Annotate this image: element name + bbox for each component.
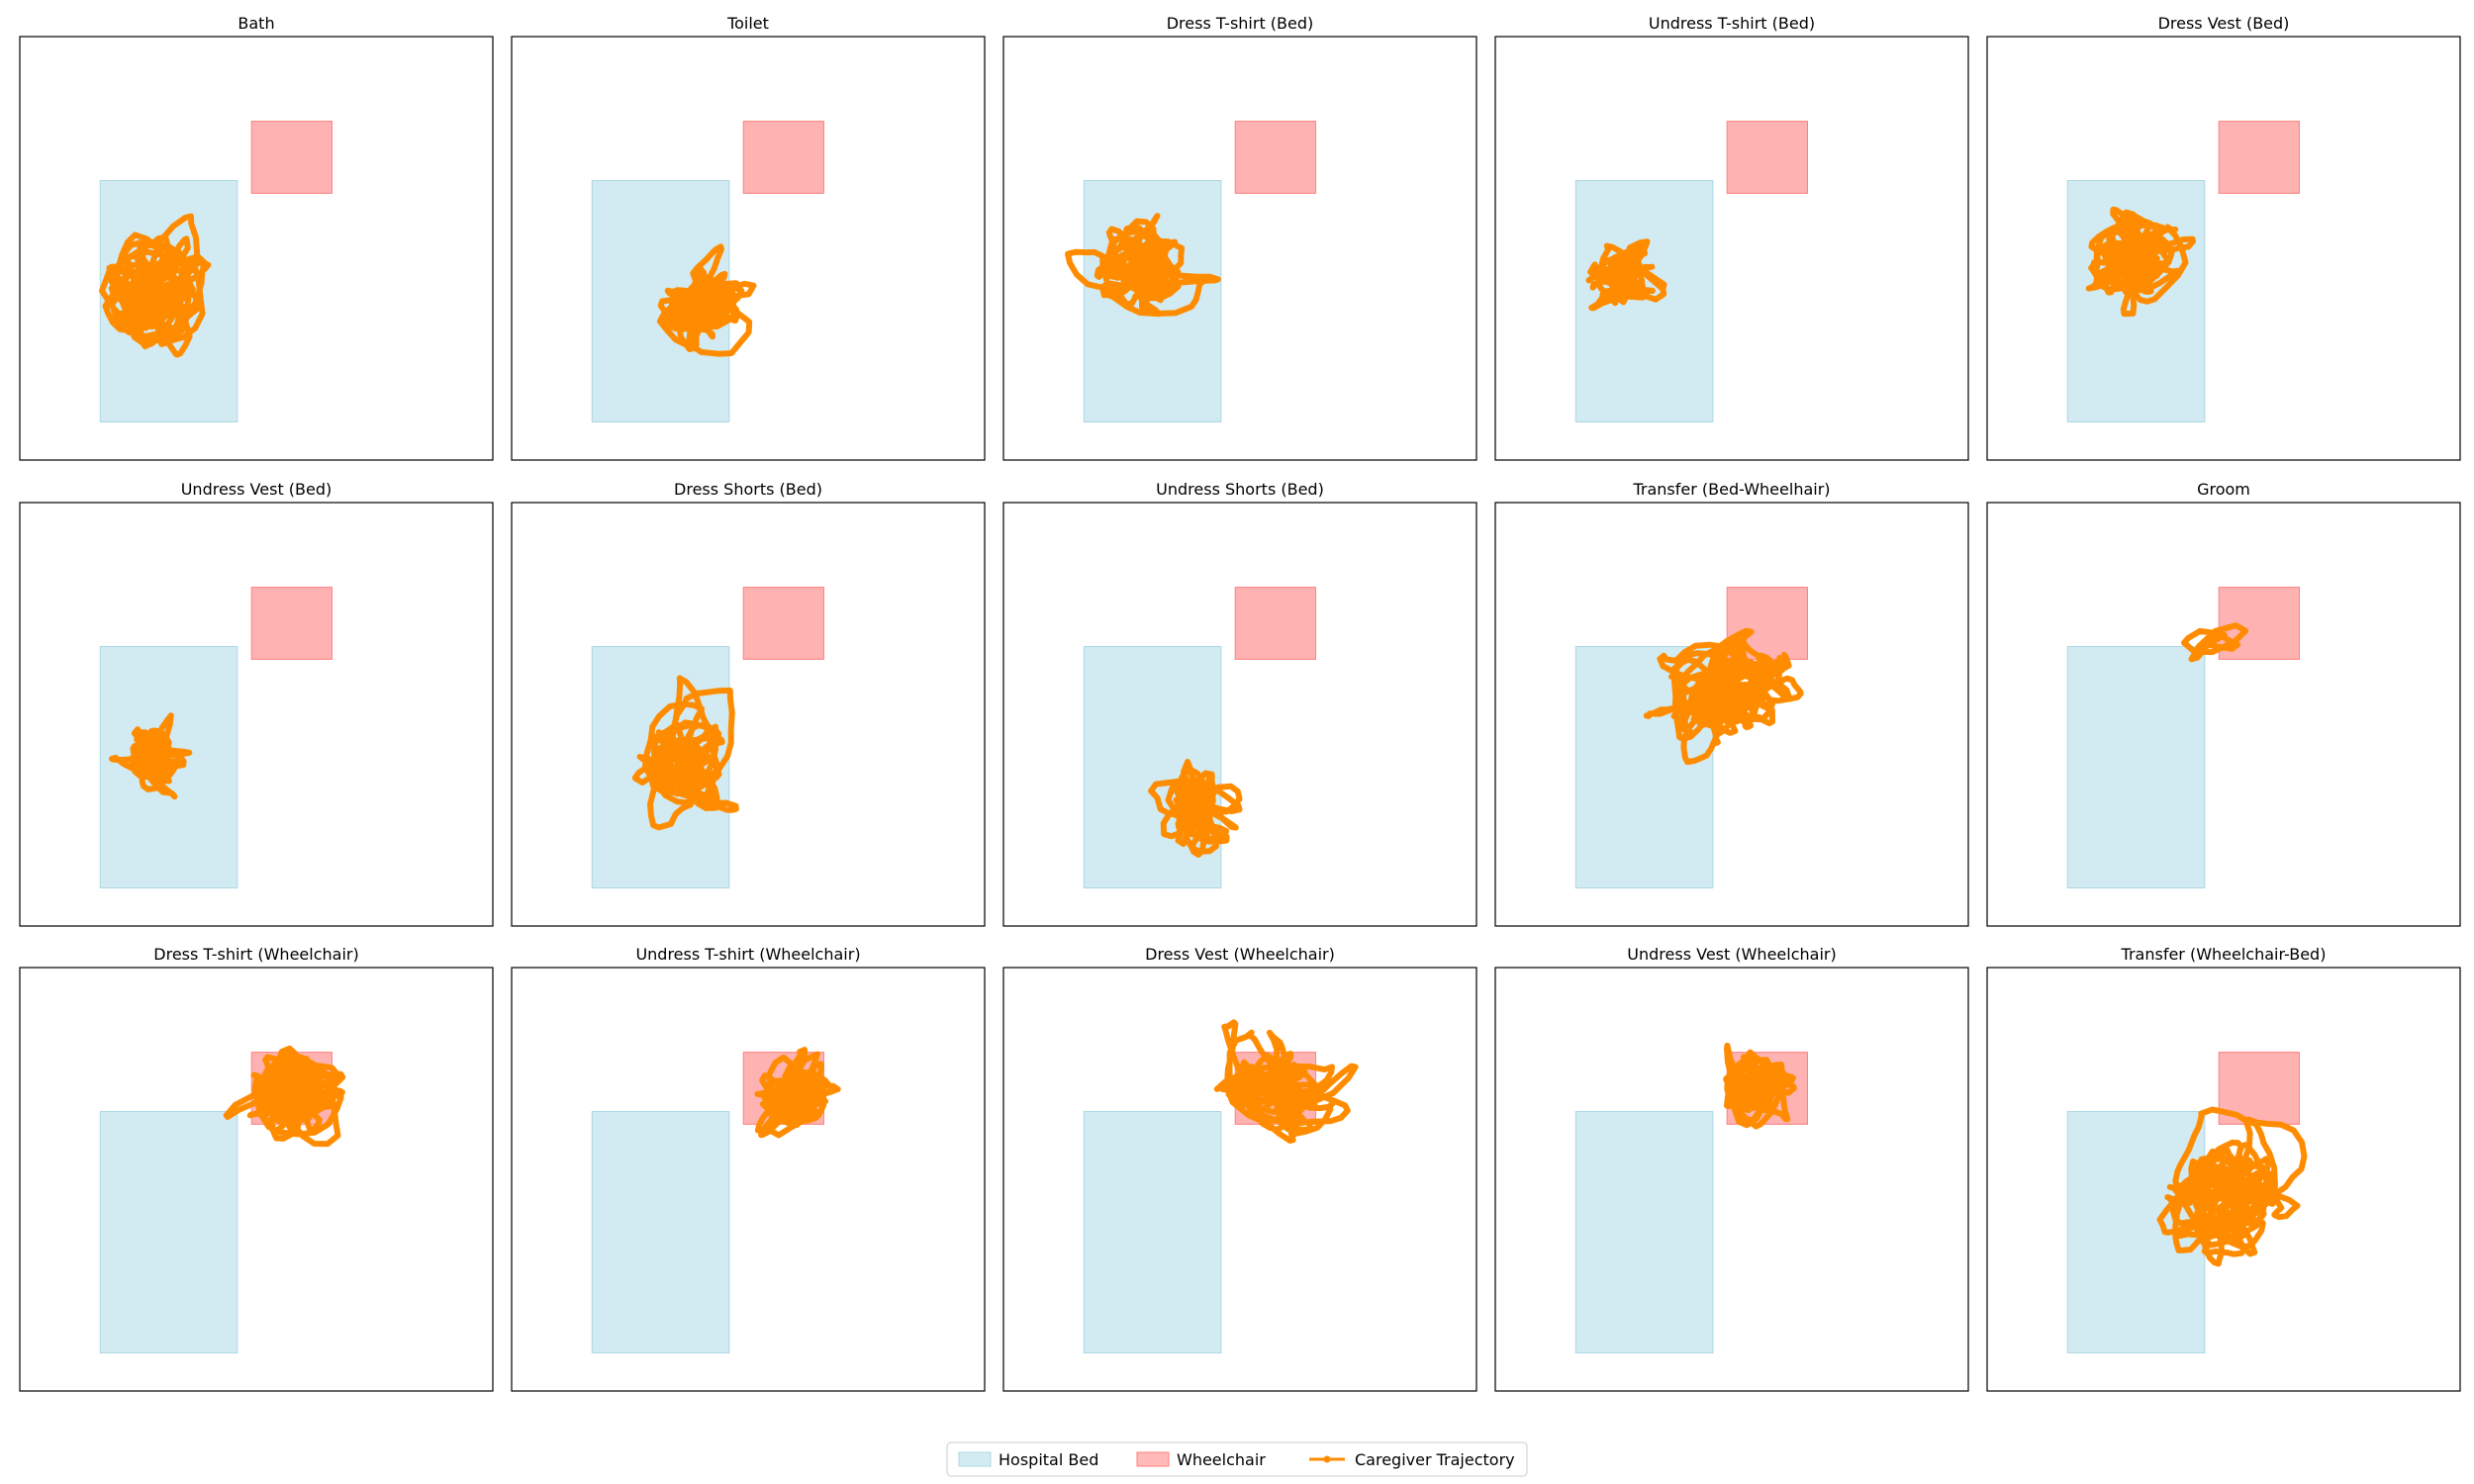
caregiver-trajectory-line bbox=[1723, 1042, 1797, 1130]
hospital-bed-area bbox=[1574, 646, 1714, 888]
caregiver-trajectory-line bbox=[1585, 238, 1667, 312]
axes-frame bbox=[19, 967, 494, 1392]
hospital-bed-area bbox=[1574, 1111, 1714, 1353]
hospital-bed-area bbox=[1083, 1111, 1222, 1353]
subplot-title: Undress Vest (Wheelchair) bbox=[1627, 945, 1836, 964]
wheelchair-area bbox=[2218, 121, 2300, 194]
axes-frame bbox=[1986, 502, 2461, 927]
axes-frame bbox=[1986, 967, 2461, 1392]
subplot-title: Dress T-shirt (Bed) bbox=[1167, 14, 1314, 33]
wheelchair-area bbox=[250, 121, 333, 194]
subplot-15: Transfer (Wheelchair-Bed) bbox=[1986, 945, 2461, 1392]
subplot-2: Toilet bbox=[511, 14, 986, 461]
wheelchair-area bbox=[1234, 587, 1316, 660]
legend-label-bed: Hospital Bed bbox=[999, 1450, 1098, 1469]
legend-label-wheelchair: Wheelchair bbox=[1177, 1450, 1266, 1469]
caregiver-trajectory-line bbox=[1065, 213, 1221, 318]
subplot-title: Groom bbox=[2197, 480, 2250, 499]
axes-frame bbox=[511, 36, 986, 461]
subplot-6: Undress Vest (Bed) bbox=[19, 480, 494, 927]
subplot-1: Bath bbox=[19, 14, 494, 461]
wheelchair-area bbox=[1234, 121, 1316, 194]
axes-frame bbox=[1986, 36, 2461, 461]
subplot-title: Dress T-shirt (Wheelchair) bbox=[153, 945, 358, 964]
caregiver-trajectory-line bbox=[2156, 1106, 2308, 1267]
subplot-4: Undress T-shirt (Bed) bbox=[1494, 14, 1969, 461]
axes-frame bbox=[1494, 502, 1969, 927]
wheelchair-area bbox=[742, 121, 824, 194]
legend-marker-trajectory bbox=[1323, 1455, 1331, 1463]
axes-frame bbox=[1002, 36, 1477, 461]
caregiver-trajectory-line bbox=[1213, 1019, 1359, 1144]
subplot-title: Dress Vest (Wheelchair) bbox=[1145, 945, 1335, 964]
hospital-bed-area bbox=[2066, 646, 2206, 888]
axes-frame bbox=[1002, 967, 1477, 1392]
subplot-title: Undress Vest (Bed) bbox=[181, 480, 333, 499]
axes-frame bbox=[19, 36, 494, 461]
subplot-title: Undress Shorts (Bed) bbox=[1156, 480, 1324, 499]
axes-frame bbox=[1002, 502, 1477, 927]
subplot-title: Dress Shorts (Bed) bbox=[674, 480, 822, 499]
axes-frame bbox=[511, 967, 986, 1392]
wheelchair-area bbox=[250, 587, 333, 660]
subplot-title: Undress T-shirt (Wheelchair) bbox=[635, 945, 860, 964]
axes-frame bbox=[1494, 36, 1969, 461]
caregiver-trajectory-line bbox=[99, 213, 212, 358]
caregiver-trajectory-line bbox=[109, 712, 193, 800]
legend-box bbox=[946, 1441, 1528, 1477]
caregiver-trajectory-line bbox=[2085, 206, 2196, 318]
axes-frame bbox=[1494, 967, 1969, 1392]
subplot-10: Groom bbox=[1986, 480, 2461, 927]
wheelchair-area bbox=[742, 587, 824, 660]
caregiver-trajectory-line bbox=[631, 675, 739, 831]
subplot-title: Toilet bbox=[726, 14, 769, 33]
subplot-title: Dress Vest (Bed) bbox=[2158, 14, 2290, 33]
caregiver-trajectory-line bbox=[2181, 622, 2249, 663]
subplot-grid: Bath Toilet Dress T-shirt (Bed) Undress T-s… bbox=[19, 14, 2461, 1392]
subplot-title: Transfer (Bed-Wheelhair) bbox=[1632, 480, 1830, 499]
subplot-title: Transfer (Wheelchair-Bed) bbox=[2121, 945, 2327, 964]
hospital-bed-area bbox=[99, 1111, 238, 1353]
subplot-8: Undress Shorts (Bed) bbox=[1002, 480, 1477, 927]
legend-label-trajectory: Caregiver Trajectory bbox=[1355, 1450, 1515, 1469]
legend: Hospital Bed Wheelchair Caregiver Trajecto… bbox=[946, 1441, 1528, 1477]
legend-swatch-bed bbox=[958, 1451, 992, 1467]
subplot-5: Dress Vest (Bed) bbox=[1986, 14, 2461, 461]
caregiver-trajectory-line bbox=[1148, 759, 1243, 858]
caregiver-trajectory-line bbox=[223, 1045, 346, 1148]
caregiver-trajectory-line bbox=[1643, 627, 1804, 766]
subplot-11: Dress T-shirt (Wheelchair) bbox=[19, 945, 494, 1392]
subplot-title: Undress T-shirt (Bed) bbox=[1649, 14, 1815, 33]
axes-frame bbox=[19, 502, 494, 927]
wheelchair-area bbox=[1726, 121, 1808, 194]
caregiver-trajectory-line bbox=[754, 1047, 841, 1139]
subplot-3: Dress T-shirt (Bed) bbox=[1002, 14, 1477, 461]
caregiver-trajectory-line bbox=[656, 243, 757, 357]
subplot-12: Undress T-shirt (Wheelchair) bbox=[511, 945, 986, 1392]
subplot-9: Transfer (Bed-Wheelhair) bbox=[1494, 480, 1969, 927]
subplot-14: Undress Vest (Wheelchair) bbox=[1494, 945, 1969, 1392]
subplot-7: Dress Shorts (Bed) bbox=[511, 480, 986, 927]
axes-frame bbox=[511, 502, 986, 927]
hospital-bed-area bbox=[1083, 180, 1222, 422]
subplot-title: Bath bbox=[238, 14, 274, 33]
legend-swatch-wheelchair bbox=[1136, 1451, 1170, 1467]
subplot-13: Dress Vest (Wheelchair) bbox=[1002, 945, 1477, 1392]
hospital-bed-area bbox=[591, 1111, 730, 1353]
